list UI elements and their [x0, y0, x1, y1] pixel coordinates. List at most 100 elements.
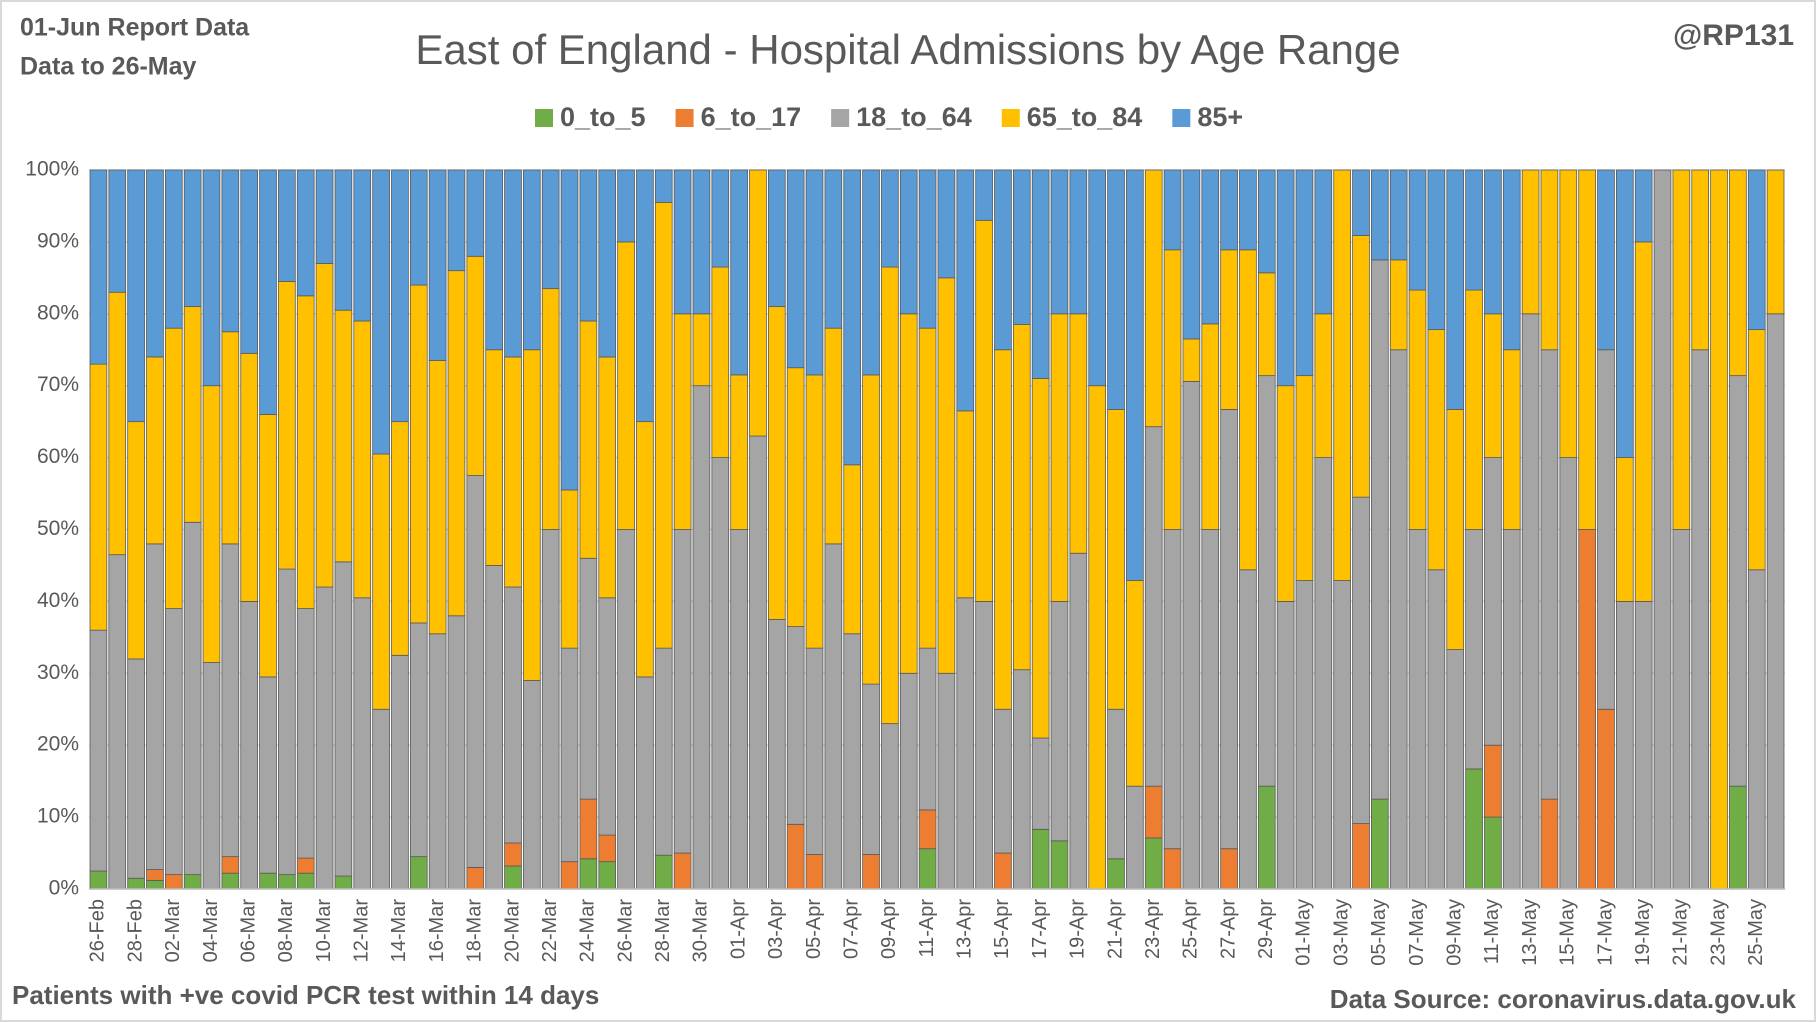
x-tick-label: 17-May — [1594, 899, 1616, 966]
bar-segment — [466, 475, 485, 868]
bar-segment — [937, 169, 956, 279]
bar-segment — [1257, 375, 1276, 787]
bar-segment — [353, 169, 372, 322]
bar-segment — [1182, 169, 1201, 340]
y-tick-label: 90% — [37, 229, 79, 252]
bar-segment — [881, 169, 899, 268]
bar-segment — [824, 543, 843, 890]
bar-segment — [617, 241, 635, 530]
bar-segment — [654, 647, 673, 856]
bar-segment — [1710, 169, 1728, 890]
x-tick-label: 20-Mar — [501, 899, 523, 963]
bar-segment — [466, 867, 485, 890]
bar-segment — [881, 266, 899, 725]
y-tick-label: 70% — [37, 373, 79, 396]
x-tick-label: 11-Apr — [916, 899, 938, 958]
bar-segment — [1408, 289, 1427, 530]
bar-segment — [1126, 169, 1144, 581]
bar-segment — [1559, 457, 1578, 890]
bar-segment — [221, 872, 240, 890]
bar-segment — [975, 601, 993, 890]
bar-segment — [1389, 349, 1408, 890]
bar-segment — [1597, 169, 1615, 351]
bar-segment — [259, 676, 277, 874]
bar-segment — [146, 543, 164, 870]
x-tick-label: 30-Mar — [690, 899, 712, 963]
bar-segment — [409, 284, 428, 624]
bar-segment — [1352, 496, 1370, 824]
bar-segment — [654, 201, 673, 649]
bar-segment — [636, 676, 654, 890]
legend-label: 18_to_64 — [856, 102, 972, 132]
bar-segment — [862, 683, 880, 855]
bar-segment — [541, 169, 560, 290]
bar-segment — [1540, 798, 1559, 890]
bar-segment — [1634, 601, 1653, 890]
bar-segment — [786, 367, 805, 627]
y-tick-label: 0% — [49, 877, 79, 900]
bar-segment — [391, 421, 409, 656]
bar-segment — [1446, 649, 1465, 890]
bar-segment — [146, 356, 164, 545]
bar-segment — [146, 879, 164, 890]
bar-segment — [1616, 169, 1634, 459]
bar-segment — [202, 169, 221, 387]
bar-segment — [918, 327, 937, 649]
bar-segment — [1597, 349, 1615, 710]
bar-segment — [221, 856, 240, 874]
bar-segment — [730, 374, 748, 530]
y-tick-label: 10% — [37, 805, 79, 828]
bar-segment — [1107, 858, 1125, 890]
bar-segment — [89, 363, 108, 631]
bar-segment — [146, 169, 164, 358]
bar-segment — [1616, 601, 1634, 890]
bar-segment — [1239, 249, 1257, 571]
bar-segment — [862, 374, 880, 685]
bar-segment — [221, 169, 240, 333]
bar-segment — [278, 874, 296, 890]
x-tick-label: 25-May — [1745, 899, 1767, 966]
x-tick-label: 27-Apr — [1217, 899, 1239, 959]
legend-swatch — [831, 109, 850, 127]
bar-segment — [1502, 169, 1521, 351]
bar-segment — [1239, 169, 1257, 251]
bar-segment — [1484, 313, 1502, 458]
bar-segment — [1729, 169, 1747, 377]
x-tick-label: 18-Mar — [464, 899, 486, 963]
x-tick-label: 09-Apr — [878, 899, 900, 959]
bar-segment — [1427, 329, 1446, 571]
bar-segment — [447, 615, 466, 890]
bar-segment — [1333, 580, 1351, 890]
bar-segment — [428, 169, 447, 361]
bar-segment — [805, 374, 824, 649]
bar-segment — [994, 349, 1012, 710]
bar-segment — [1012, 169, 1031, 325]
bar-segment — [881, 723, 899, 890]
bar-segment — [1031, 737, 1050, 830]
bar-segment — [1314, 313, 1333, 458]
bar-segment — [89, 629, 108, 872]
bar-segment — [523, 680, 541, 890]
x-tick-label: 21-May — [1670, 899, 1692, 966]
x-tick-label: 17-Apr — [1029, 899, 1051, 959]
bar-segment — [1408, 529, 1427, 890]
bar-segment — [504, 865, 522, 890]
bar-segment — [1012, 324, 1031, 671]
bar-segment — [579, 320, 598, 559]
bar-segment — [428, 360, 447, 635]
bar-segment — [183, 169, 202, 308]
bar-segment — [1747, 329, 1766, 571]
bar-segment — [372, 453, 390, 710]
bar-segment — [523, 349, 541, 681]
bar-segment — [1069, 313, 1088, 554]
bar-segment — [805, 854, 824, 890]
bar-segment — [1220, 848, 1238, 890]
bar-segment — [1672, 529, 1691, 890]
legend-swatch — [1001, 109, 1020, 127]
bar-segment — [1144, 169, 1163, 428]
bar-segment — [579, 798, 598, 860]
bar-segment — [372, 708, 390, 890]
bar-segment — [1653, 169, 1672, 890]
bar-segment — [1389, 259, 1408, 351]
